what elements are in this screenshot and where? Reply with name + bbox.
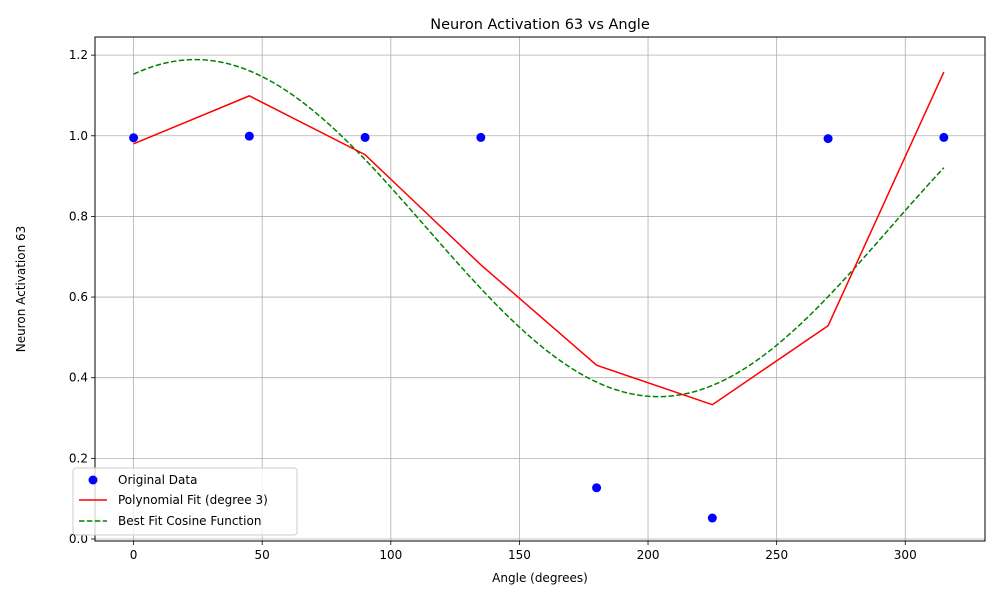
x-tick-label: 150 <box>508 548 531 562</box>
data-point <box>592 483 602 493</box>
y-axis-label: Neuron Activation 63 <box>14 226 28 353</box>
data-point <box>129 133 139 143</box>
y-tick-label: 1.2 <box>69 48 88 62</box>
legend-label-original-data: Original Data <box>118 473 197 487</box>
data-point <box>244 131 254 141</box>
grid-lines <box>95 37 985 541</box>
chart-title: Neuron Activation 63 vs Angle <box>430 17 650 33</box>
plot-area-frame <box>94 36 986 542</box>
data-point <box>939 132 949 142</box>
y-tick-label: 0.4 <box>69 371 88 385</box>
y-tick-label: 0.6 <box>69 290 88 304</box>
x-axis-label: Angle (degrees) <box>492 571 588 585</box>
x-tick-label: 50 <box>255 548 270 562</box>
y-tick-label: 0.2 <box>69 451 88 465</box>
legend-box <box>72 467 298 536</box>
data-point <box>360 132 370 142</box>
polynomial-fit-line <box>133 71 945 406</box>
legend-marker-original-data <box>88 475 98 485</box>
data-point <box>476 132 486 142</box>
legend-label-cosine-fit: Best Fit Cosine Function <box>118 514 261 528</box>
y-tick-label: 1.0 <box>69 129 88 143</box>
data-series <box>129 58 949 523</box>
y-tick-label: 0.8 <box>69 209 88 223</box>
legend-label-polynomial-fit: Polynomial Fit (degree 3) <box>118 493 268 507</box>
data-point <box>707 513 717 523</box>
data-point <box>823 134 833 144</box>
x-tick-label: 300 <box>894 548 917 562</box>
legend: Original Data Polynomial Fit (degree 3) … <box>72 467 298 536</box>
x-tick-label: 200 <box>637 548 660 562</box>
x-tick-label: 100 <box>379 548 402 562</box>
x-tick-label: 250 <box>765 548 788 562</box>
x-tick-label: 0 <box>130 548 138 562</box>
